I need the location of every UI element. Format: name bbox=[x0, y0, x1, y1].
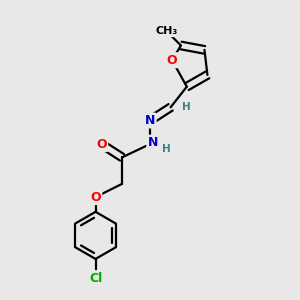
Text: N: N bbox=[148, 136, 158, 149]
Text: H: H bbox=[182, 102, 191, 112]
Text: H: H bbox=[162, 143, 171, 154]
Text: O: O bbox=[167, 54, 177, 67]
Text: N: N bbox=[145, 114, 155, 127]
Text: CH₃: CH₃ bbox=[155, 26, 177, 36]
Text: Cl: Cl bbox=[89, 272, 102, 285]
Text: O: O bbox=[90, 190, 101, 204]
Text: O: O bbox=[96, 138, 107, 151]
